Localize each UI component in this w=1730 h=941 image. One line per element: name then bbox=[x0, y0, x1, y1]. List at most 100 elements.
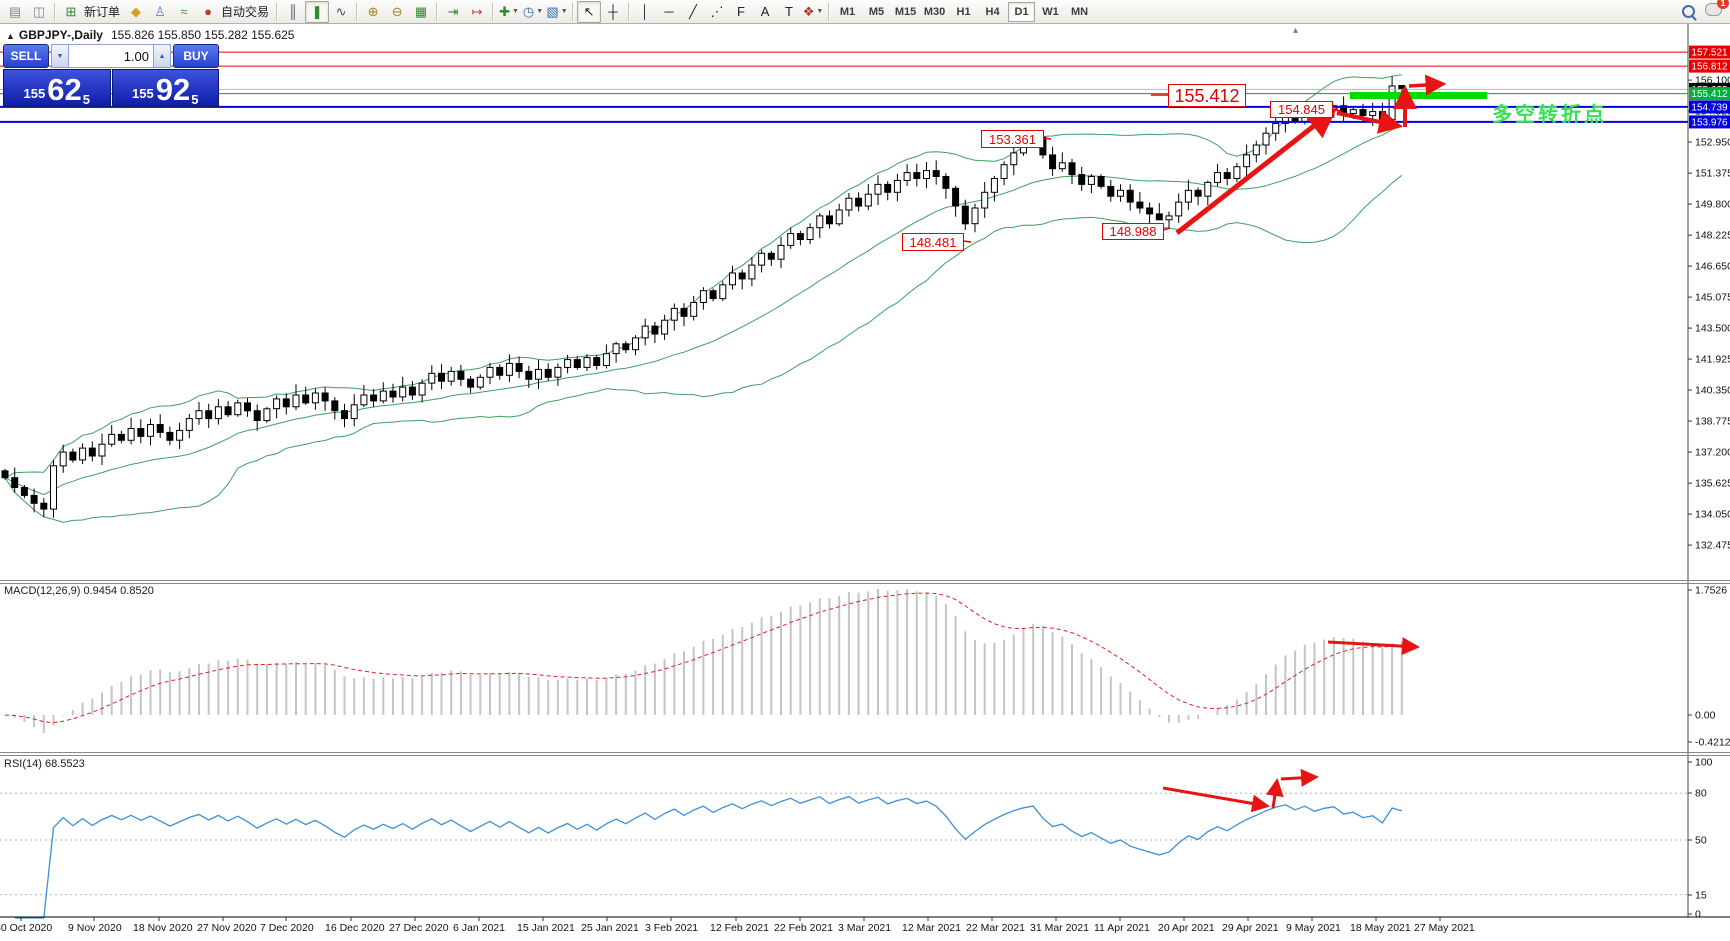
tile-windows-icon[interactable]: ▦ bbox=[409, 1, 433, 23]
sell-price[interactable]: 155 62 5 bbox=[3, 69, 111, 107]
price-callout-label[interactable]: 153.361 bbox=[981, 130, 1044, 148]
cursor-icon[interactable]: ↖ bbox=[577, 0, 602, 23]
trend-arrow[interactable] bbox=[1408, 74, 1447, 96]
candle-body bbox=[913, 172, 921, 180]
trendline-icon[interactable]: ╱ bbox=[681, 1, 705, 23]
market-watch-icon[interactable]: ♙ bbox=[148, 1, 172, 23]
timeframe-h1[interactable]: H1 bbox=[956, 5, 971, 18]
volume-increase-button[interactable]: ▲ bbox=[153, 44, 171, 68]
candle-body bbox=[864, 193, 872, 207]
timeframe-m1[interactable]: M1 bbox=[839, 5, 856, 18]
templates-icon[interactable]: ▧ ▼ bbox=[545, 1, 569, 23]
candle-body bbox=[224, 406, 232, 416]
toolbar-separator bbox=[628, 2, 631, 21]
candlestick-chart-icon[interactable]: ❚ bbox=[305, 0, 330, 23]
timeframe-h4[interactable]: H4 bbox=[985, 5, 1000, 18]
candlesticks bbox=[1, 76, 1406, 518]
zoom-in-icon[interactable]: ⊕ bbox=[361, 1, 385, 23]
trend-arrow[interactable] bbox=[1336, 110, 1403, 134]
candle-body bbox=[156, 424, 164, 433]
horizontal-line-icon[interactable]: ─ bbox=[657, 1, 681, 23]
symbol-collapse-icon[interactable]: ▲ bbox=[6, 31, 15, 41]
support-highlight-bar[interactable] bbox=[1350, 92, 1487, 99]
search-icon[interactable] bbox=[1682, 5, 1695, 18]
signals-icon[interactable]: ≈ bbox=[172, 1, 196, 23]
text-label-icon[interactable]: T bbox=[777, 1, 801, 23]
date-axis-label: 31 Mar 2021 bbox=[1030, 922, 1089, 934]
candle-body bbox=[874, 183, 882, 195]
macd-axis-label: -0.4212 bbox=[1695, 737, 1730, 749]
auto-scroll-icon[interactable]: ⇥ bbox=[441, 1, 465, 23]
annotation-text[interactable]: 多空转折点 bbox=[1492, 104, 1607, 126]
candle-body bbox=[418, 382, 426, 396]
price-tag-label: 154.739 bbox=[1691, 102, 1728, 113]
date-axis[interactable]: 30 Oct 2020 9 Nov 2020 18 Nov 2020 27 Nov 2… bbox=[0, 916, 1730, 934]
line-chart-icon[interactable]: ∿ bbox=[329, 1, 353, 23]
zoom-out-icon[interactable]: ⊖ bbox=[385, 1, 409, 23]
candle-body bbox=[1146, 207, 1154, 215]
new-order-icon[interactable]: ⊞ bbox=[59, 1, 83, 23]
bar-chart-icon: ║ bbox=[288, 4, 298, 19]
price-callout-label[interactable]: 155.412 bbox=[1168, 84, 1246, 107]
price-callout-label[interactable]: 148.988 bbox=[1102, 223, 1164, 240]
candle-body bbox=[816, 215, 824, 229]
timeframe-m15[interactable]: M15 bbox=[894, 5, 917, 18]
candle-body bbox=[20, 487, 28, 496]
timeframe-m30[interactable]: M30 bbox=[923, 5, 946, 18]
trend-arrow[interactable] bbox=[1327, 637, 1420, 656]
chart-shift-icon[interactable]: ↦ bbox=[465, 1, 489, 23]
timeframe-m5[interactable]: M5 bbox=[868, 5, 885, 18]
shapes-icon[interactable]: ❖ ▼ bbox=[801, 1, 825, 23]
timeframe-mn[interactable]: MN bbox=[1070, 5, 1089, 18]
symbol-info: ▲ GBPJPY-,Daily 155.826 155.850 155.282 15… bbox=[6, 28, 294, 42]
candle-body bbox=[40, 502, 48, 510]
vertical-line-icon[interactable]: │ bbox=[633, 1, 657, 23]
candle-body bbox=[923, 170, 930, 180]
candle-body bbox=[476, 376, 484, 388]
metaeditor-icon[interactable]: ◆ bbox=[124, 1, 148, 23]
trend-arrow[interactable] bbox=[1162, 786, 1270, 813]
profiles-icon[interactable]: ◫ bbox=[27, 1, 51, 23]
trend-arrow[interactable] bbox=[1175, 107, 1337, 235]
periods-icon[interactable]: ◷ ▼ bbox=[521, 1, 545, 23]
candle-body bbox=[292, 394, 300, 408]
buy-button[interactable]: BUY bbox=[173, 44, 219, 68]
price-callout-label[interactable]: 154.845 bbox=[1270, 101, 1333, 118]
timeframe-w1[interactable]: W1 bbox=[1042, 5, 1059, 18]
price-axis-label: 149.800 bbox=[1695, 199, 1730, 211]
candle-body bbox=[1058, 162, 1066, 170]
autotrading-icon[interactable]: ● bbox=[196, 1, 220, 23]
price-tag-label: 155.412 bbox=[1691, 89, 1728, 100]
price-callout-label[interactable]: 148.481 bbox=[902, 233, 964, 251]
candle-body bbox=[1049, 154, 1057, 170]
text-icon: A bbox=[760, 4, 770, 19]
candle-body bbox=[79, 447, 87, 461]
bar-chart-icon[interactable]: ║ bbox=[281, 1, 305, 23]
text-icon[interactable]: A bbox=[753, 1, 777, 23]
label-leader-line bbox=[1042, 137, 1052, 140]
trend-arrow[interactable] bbox=[1265, 778, 1284, 809]
chart-window-icon[interactable]: ▤ bbox=[3, 1, 27, 23]
sell-button[interactable]: SELL bbox=[3, 44, 49, 68]
buy-price[interactable]: 155 92 5 bbox=[111, 69, 219, 107]
trend-arrow[interactable] bbox=[1280, 768, 1319, 787]
crosshair-icon[interactable]: ┼ bbox=[601, 1, 625, 23]
new-order-label[interactable]: 新订单 bbox=[84, 5, 121, 19]
price-axis[interactable]: 156.100154.525152.950151.375149.800148.2… bbox=[1687, 24, 1730, 921]
fibonacci-icon[interactable]: F bbox=[729, 1, 753, 23]
indicators-icon[interactable]: ✚ ▼ bbox=[497, 1, 521, 23]
candle-body bbox=[932, 170, 940, 178]
candle-body bbox=[884, 183, 892, 193]
timeframe-d1[interactable]: D1 bbox=[1008, 1, 1036, 22]
candle-body bbox=[214, 406, 222, 420]
chart-background bbox=[0, 24, 1730, 941]
equidistant-channel-icon[interactable]: ⋰ bbox=[705, 1, 729, 23]
candle-body bbox=[486, 366, 494, 378]
volume-decrease-button[interactable]: ▼ bbox=[51, 44, 69, 68]
candle-body bbox=[185, 418, 193, 431]
candle-body bbox=[205, 410, 213, 420]
autotrading-label[interactable]: 自动交易 bbox=[221, 5, 270, 19]
volume-input[interactable] bbox=[69, 44, 153, 68]
candle-body bbox=[108, 433, 116, 445]
